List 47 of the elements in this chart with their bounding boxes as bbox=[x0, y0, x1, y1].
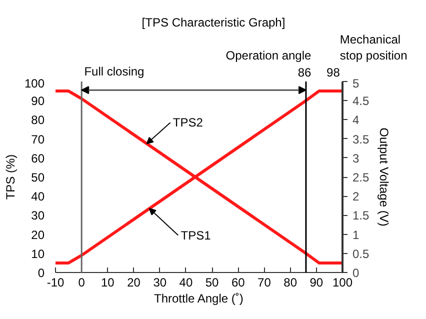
text: TPS2 bbox=[172, 116, 204, 130]
y2-tick-label: 1.5 bbox=[352, 208, 370, 223]
y-tick-label: 90 bbox=[31, 94, 45, 108]
y2-tick-label: 3 bbox=[352, 151, 360, 166]
x-tick-label: 0 bbox=[78, 276, 86, 290]
x-tick-label: 20 bbox=[127, 276, 141, 290]
text: stop position bbox=[340, 48, 408, 62]
text: TPS1 bbox=[180, 228, 212, 242]
y2-tick-label: 1 bbox=[352, 228, 360, 242]
y2-tick-label: 0 bbox=[352, 266, 360, 280]
y-tick-label: 40 bbox=[31, 190, 45, 204]
text: Full closing bbox=[84, 64, 144, 78]
y-tick-label: 70 bbox=[31, 132, 45, 146]
x-tick-label: 90 bbox=[310, 276, 324, 290]
y2-tick-label: 5 bbox=[352, 76, 360, 90]
chart-title: [TPS Characteristic Graph] bbox=[142, 16, 286, 30]
y2-tick-label: 4.5 bbox=[352, 94, 370, 108]
x-tick-label: 10 bbox=[101, 276, 115, 290]
y2-axis-title: Output Voltage (V) bbox=[377, 128, 392, 226]
x-axis-title: Throttle Angle (˚) bbox=[154, 292, 244, 306]
y-tick-label: 60 bbox=[31, 151, 45, 166]
y-tick-label: 100 bbox=[24, 76, 45, 90]
y2-tick-label: 2 bbox=[352, 190, 360, 204]
text: Mechanical bbox=[340, 32, 401, 46]
y-tick-label: 10 bbox=[31, 246, 45, 261]
x-tick-label: 80 bbox=[284, 276, 298, 290]
y-tick-label: 30 bbox=[31, 208, 45, 223]
y2-tick-label: 0.5 bbox=[352, 246, 370, 261]
y-axis-title: TPS (%) bbox=[3, 154, 18, 200]
text: Operation angle bbox=[226, 48, 312, 62]
x-tick-label: 70 bbox=[258, 276, 272, 290]
x-tick-label: -10 bbox=[46, 276, 64, 290]
y-tick-label: 50 bbox=[31, 170, 45, 184]
y2-tick-label: 4 bbox=[352, 113, 360, 128]
line-series bbox=[56, 90, 342, 264]
x-tick-label: 30 bbox=[153, 276, 167, 290]
text: 98 bbox=[326, 66, 340, 80]
y-tick-label: 20 bbox=[31, 228, 45, 242]
y2-tick-label: 3.5 bbox=[352, 132, 370, 146]
x-tick-label: 40 bbox=[179, 276, 193, 290]
x-tick-label: 60 bbox=[231, 276, 246, 290]
y2-tick-label: 2.5 bbox=[352, 170, 370, 184]
y-tick-label: 0 bbox=[38, 266, 45, 280]
x-tick-label: 50 bbox=[205, 276, 220, 290]
y-tick-label: 80 bbox=[31, 113, 45, 128]
x-tick-label: 100 bbox=[332, 276, 353, 290]
text: 86 bbox=[298, 66, 312, 80]
